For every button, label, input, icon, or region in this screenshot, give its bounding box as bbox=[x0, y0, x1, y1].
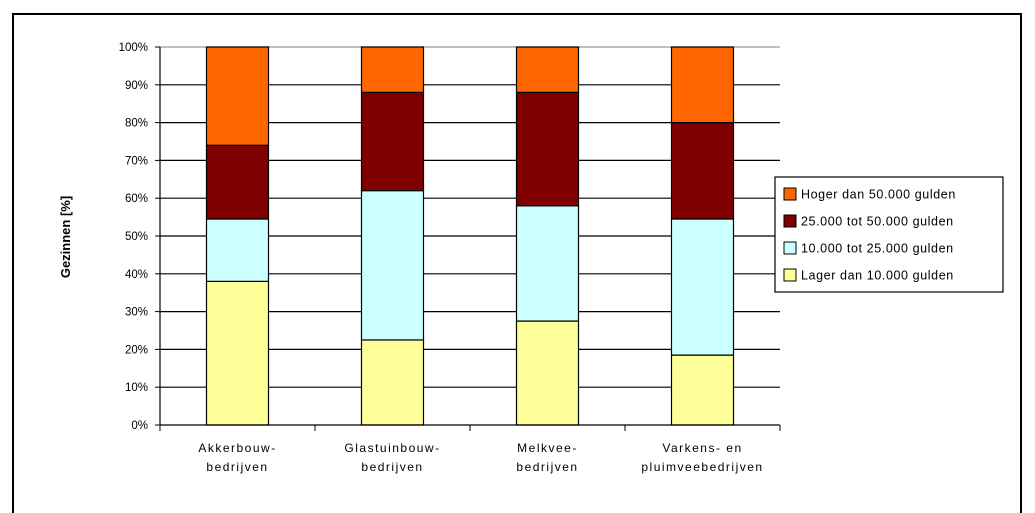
y-tick-label: 80% bbox=[125, 118, 148, 130]
x-tick-label: Varkens- en bbox=[662, 441, 742, 455]
y-tick-label: 10% bbox=[125, 382, 148, 394]
legend-swatch bbox=[783, 268, 797, 282]
legend-label: 10.000 tot 25.000 gulden bbox=[801, 242, 954, 256]
y-tick-labels: 0% 10% 20% 30% 40% 50% 60% 70% 80% 90% 100% bbox=[119, 42, 148, 432]
x-tick-label: bedrijven bbox=[516, 460, 578, 474]
y-tick-label: 100% bbox=[119, 42, 148, 54]
x-tick-label: bedrijven bbox=[361, 460, 423, 474]
legend: Hoger dan 50.000 gulden 25.000 tot 50.000… bbox=[774, 176, 1004, 293]
y-tick-label: 70% bbox=[125, 155, 148, 167]
x-tick-label: Melkvee- bbox=[517, 441, 578, 455]
y-tick-label: 30% bbox=[125, 307, 148, 319]
bar-segment bbox=[515, 46, 580, 93]
y-tick-label: 50% bbox=[125, 231, 148, 243]
legend-swatch bbox=[783, 187, 797, 201]
legend-swatch bbox=[783, 241, 797, 255]
x-tick-label: pluimveebedrijven bbox=[641, 460, 763, 474]
bar-segment bbox=[515, 320, 580, 426]
y-tick-label: 20% bbox=[125, 344, 148, 356]
bar-segment bbox=[670, 121, 735, 220]
bar-segment bbox=[515, 205, 580, 322]
legend-label: Lager dan 10.000 gulden bbox=[801, 269, 954, 283]
y-tick-label: 60% bbox=[125, 193, 148, 205]
legend-swatch bbox=[783, 214, 797, 228]
y-tick-label: 40% bbox=[125, 269, 148, 281]
bar-segment bbox=[360, 190, 425, 341]
legend-label: Hoger dan 50.000 gulden bbox=[801, 188, 956, 202]
legend-label: 25.000 tot 50.000 gulden bbox=[801, 215, 954, 229]
bar-segment bbox=[670, 46, 735, 124]
bar-segment bbox=[670, 354, 735, 426]
legend-box bbox=[774, 176, 1004, 293]
y-tick-label: 0% bbox=[131, 420, 148, 432]
bar-segment bbox=[205, 280, 270, 426]
bars bbox=[205, 46, 735, 426]
bar-segment bbox=[360, 339, 425, 426]
bar-segment bbox=[205, 46, 270, 146]
bar-segment bbox=[515, 91, 580, 207]
bar-segment bbox=[360, 91, 425, 192]
y-axis-label: Gezinnen [%] bbox=[58, 196, 73, 278]
axes bbox=[155, 46, 781, 431]
chart-frame bbox=[12, 13, 1022, 513]
bar-segment bbox=[670, 218, 735, 356]
x-category-labels: Akkerbouw-bedrijven Glastuinbouw-bedrijve… bbox=[198, 441, 763, 474]
x-tick-label: bedrijven bbox=[206, 460, 268, 474]
bar-segment bbox=[205, 218, 270, 282]
x-tick-label: Glastuinbouw- bbox=[344, 441, 440, 455]
bar-segment bbox=[360, 46, 425, 93]
bar-segment bbox=[205, 144, 270, 220]
y-tick-label: 90% bbox=[125, 80, 148, 92]
x-tick-label: Akkerbouw- bbox=[198, 441, 276, 455]
